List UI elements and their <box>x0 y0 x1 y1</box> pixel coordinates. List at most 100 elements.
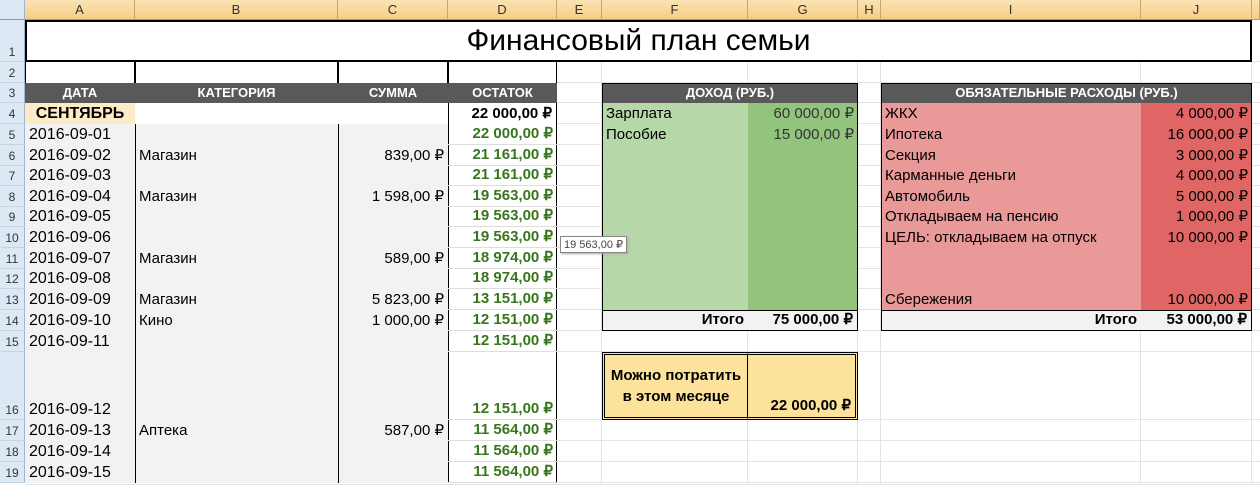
expense-label[interactable]: Ипотека <box>885 126 943 143</box>
column-header-C[interactable]: C <box>338 0 448 20</box>
grid-cell[interactable] <box>858 462 881 483</box>
grid-cell[interactable] <box>748 462 858 483</box>
grid-cell[interactable] <box>1141 462 1252 483</box>
grid-cell[interactable] <box>1252 420 1260 441</box>
grid-cell[interactable] <box>858 352 881 420</box>
grid-cell[interactable] <box>557 166 602 186</box>
grid-cell[interactable] <box>1252 83 1260 103</box>
ledger-balance[interactable]: 22 000,00 ₽ <box>448 124 557 145</box>
ledger-amount[interactable]: 5 823,00 ₽ <box>371 291 444 308</box>
select-all-corner[interactable] <box>0 0 25 20</box>
row-header-15[interactable]: 15 <box>0 331 25 352</box>
expense-label[interactable]: ЖКХ <box>885 105 918 122</box>
grid-cell[interactable] <box>1252 207 1260 227</box>
expense-label[interactable]: Откладываем на пенсию <box>885 208 1059 225</box>
row-header-9[interactable]: 9 <box>0 207 25 227</box>
grid-cell[interactable] <box>858 145 881 166</box>
expenses-total[interactable]: 53 000,00 ₽ <box>1141 310 1252 331</box>
ledger-date[interactable]: 2016-09-03 <box>29 167 111 184</box>
grid-cell[interactable] <box>748 420 858 441</box>
grid-cell[interactable] <box>1141 62 1252 83</box>
row-header-16[interactable]: 16 <box>0 352 25 420</box>
grid-cell[interactable] <box>858 441 881 462</box>
ledger-category[interactable]: Магазин <box>139 147 197 164</box>
grid-cell[interactable] <box>748 62 858 83</box>
expense-label[interactable]: ЦЕЛЬ: откладываем на отпуск <box>885 229 1097 246</box>
ledger-category[interactable]: Магазин <box>139 291 197 308</box>
grid-cell[interactable] <box>1252 145 1260 166</box>
row-header-2[interactable]: 2 <box>0 62 25 83</box>
row-header-8[interactable]: 8 <box>0 186 25 207</box>
grid-cell[interactable] <box>602 62 748 83</box>
grid-cell[interactable] <box>1252 124 1260 145</box>
grid-cell[interactable] <box>858 289 881 310</box>
grid-cell[interactable] <box>858 207 881 227</box>
ledger-amount[interactable] <box>338 352 448 420</box>
grid-cell[interactable] <box>858 103 881 124</box>
grid-cell[interactable] <box>858 269 881 289</box>
grid-cell[interactable] <box>557 83 602 103</box>
row-header-18[interactable]: 18 <box>0 441 25 462</box>
ledger-amount[interactable]: 589,00 ₽ <box>384 250 444 267</box>
savings-label[interactable]: Сбережения <box>885 291 973 308</box>
grid-cell[interactable] <box>1252 352 1260 420</box>
income-label[interactable]: Пособие <box>606 126 667 143</box>
grid-cell[interactable] <box>557 289 602 310</box>
income-total-label[interactable]: Итого <box>602 310 748 331</box>
grid-cell[interactable] <box>1252 248 1260 269</box>
ledger-category[interactable] <box>135 207 338 227</box>
ledger-amount[interactable] <box>338 124 448 145</box>
ledger-date[interactable]: 2016-09-13 <box>29 422 111 439</box>
grid-cell[interactable] <box>858 227 881 248</box>
grid-cell[interactable] <box>1141 331 1252 352</box>
ledger-balance[interactable]: 11 564,00 ₽ <box>448 462 557 483</box>
row-header-11[interactable]: 11 <box>0 248 25 269</box>
grid-cell[interactable] <box>1252 310 1260 331</box>
ledger-date[interactable]: 2016-09-10 <box>29 312 111 329</box>
empty-cell[interactable] <box>25 62 135 83</box>
ledger-balance[interactable]: 21 161,00 ₽ <box>448 166 557 186</box>
ledger-category[interactable] <box>135 331 338 352</box>
ledger-date[interactable]: 2016-09-05 <box>29 208 111 225</box>
grid-cell[interactable] <box>1141 352 1252 420</box>
row-header-12[interactable]: 12 <box>0 269 25 289</box>
expense-label[interactable]: Автомобиль <box>885 188 970 205</box>
grid-cell[interactable] <box>557 207 602 227</box>
grid-cell[interactable] <box>557 103 602 124</box>
grid-cell[interactable] <box>858 420 881 441</box>
ledger-category[interactable] <box>135 124 338 145</box>
grid-cell[interactable] <box>557 310 602 331</box>
ledger-category[interactable] <box>135 462 338 483</box>
row-header-3[interactable]: 3 <box>0 83 25 103</box>
ledger-balance[interactable]: 18 974,00 ₽ <box>448 248 557 269</box>
grid-cell[interactable] <box>858 310 881 331</box>
ledger-balance[interactable]: 12 151,00 ₽ <box>448 331 557 352</box>
ledger-category[interactable] <box>135 166 338 186</box>
ledger-balance[interactable]: 19 563,00 ₽ <box>448 227 557 248</box>
ledger-date[interactable]: 2016-09-09 <box>29 291 111 308</box>
grid-cell[interactable] <box>1252 269 1260 289</box>
expense-value[interactable]: 3 000,00 ₽ <box>1175 147 1248 164</box>
row-header-6[interactable]: 6 <box>0 145 25 166</box>
grid-cell[interactable] <box>557 352 602 420</box>
ledger-date[interactable]: 2016-09-12 <box>29 401 111 418</box>
grid-cell[interactable] <box>557 441 602 462</box>
grid-cell[interactable] <box>602 331 748 352</box>
grid-cell[interactable] <box>557 420 602 441</box>
income-value[interactable]: 60 000,00 ₽ <box>773 105 854 122</box>
column-header-G[interactable]: G <box>748 0 858 20</box>
ledger-amount[interactable]: 839,00 ₽ <box>384 147 444 164</box>
grid-cell[interactable] <box>1252 462 1260 483</box>
row-header-14[interactable]: 14 <box>0 310 25 331</box>
grid-cell[interactable] <box>602 420 748 441</box>
expense-value[interactable]: 1 000,00 ₽ <box>1175 208 1248 225</box>
grid-cell[interactable] <box>1252 62 1260 83</box>
row-header-13[interactable]: 13 <box>0 289 25 310</box>
ledger-balance[interactable]: 12 151,00 ₽ <box>448 310 557 331</box>
spendable-value[interactable]: 22 000,00 ₽ <box>748 352 858 420</box>
ledger-date[interactable]: 2016-09-07 <box>29 250 111 267</box>
column-header-F[interactable]: F <box>602 0 748 20</box>
expense-label[interactable]: Карманные деньги <box>885 167 1016 184</box>
column-header-blank[interactable] <box>1252 0 1260 20</box>
ledger-balance[interactable]: 18 974,00 ₽ <box>448 269 557 289</box>
